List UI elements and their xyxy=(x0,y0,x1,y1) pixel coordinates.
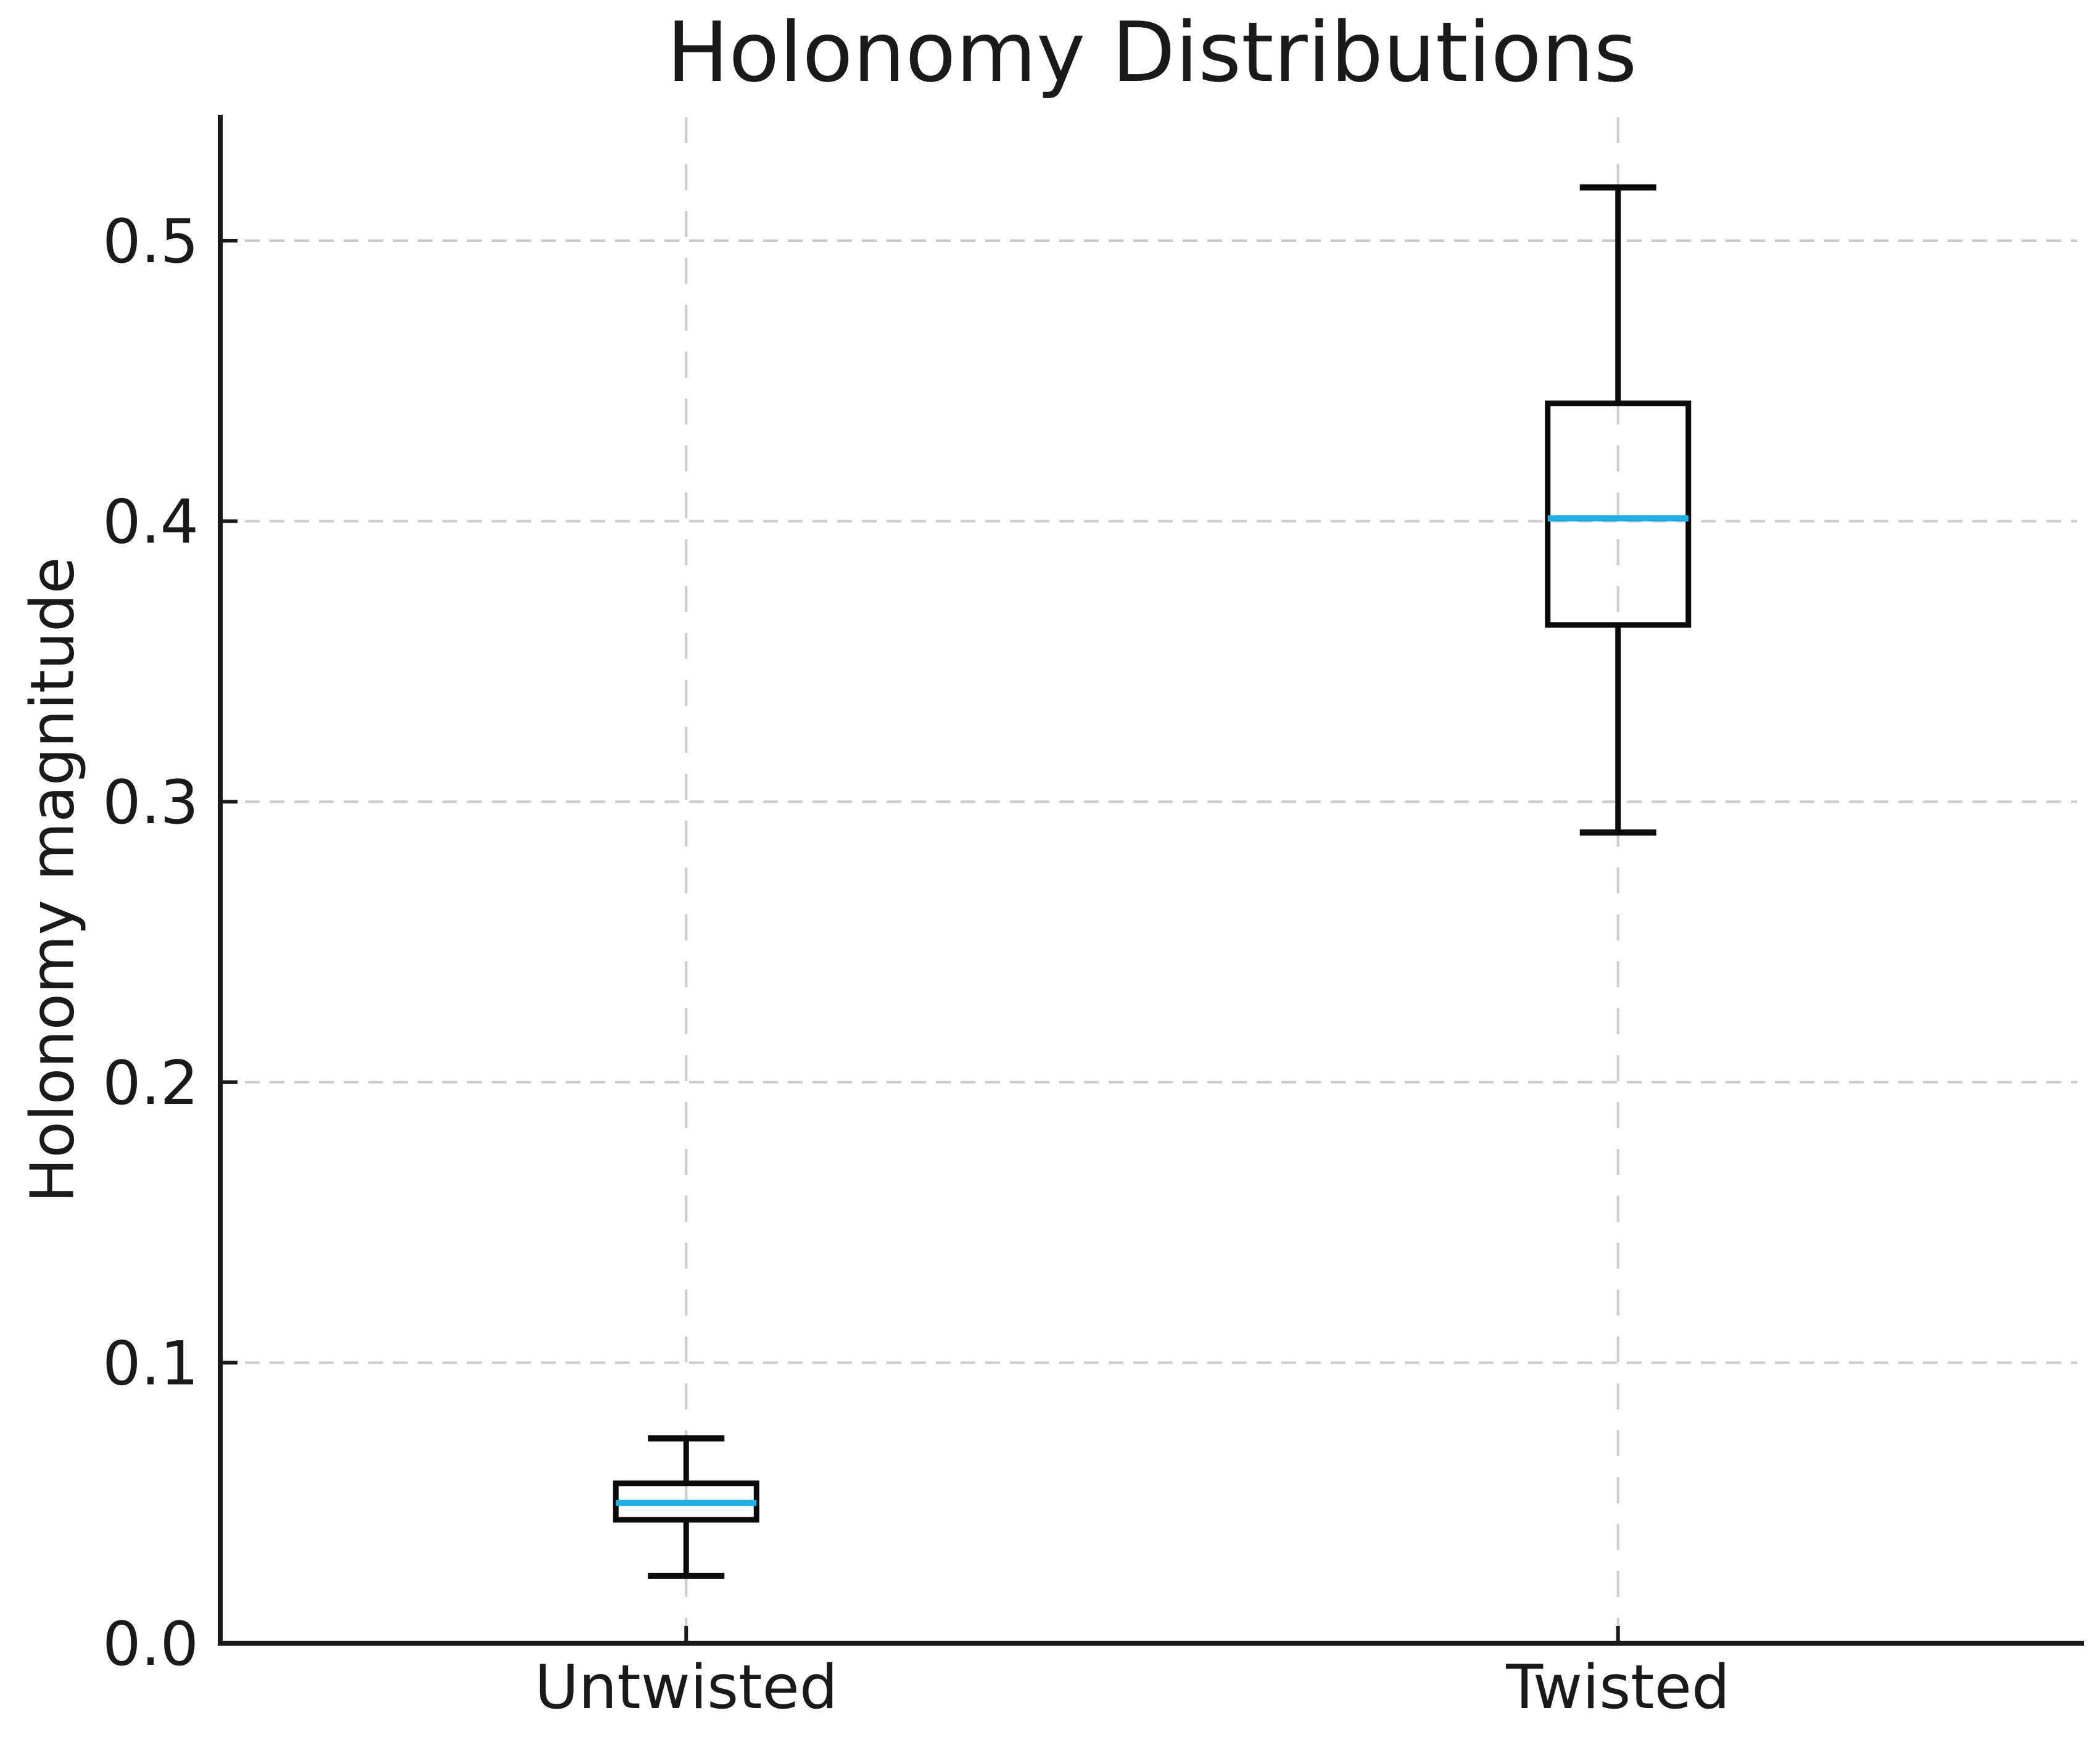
iqr-box xyxy=(1545,400,1692,628)
y-tick-label: 0.0 xyxy=(102,1609,199,1680)
chart-title: Holonomy Distributions xyxy=(666,4,1637,101)
y-tick-label: 0.4 xyxy=(102,487,199,558)
y-tick-label: 0.1 xyxy=(102,1329,199,1399)
x-tick-label: Twisted xyxy=(1505,1652,1730,1723)
y-tick-label: 0.2 xyxy=(102,1048,199,1119)
x-tick-label: Untwisted xyxy=(534,1652,838,1723)
y-tick-label: 0.5 xyxy=(102,207,199,277)
y-tick-label: 0.3 xyxy=(102,768,199,838)
